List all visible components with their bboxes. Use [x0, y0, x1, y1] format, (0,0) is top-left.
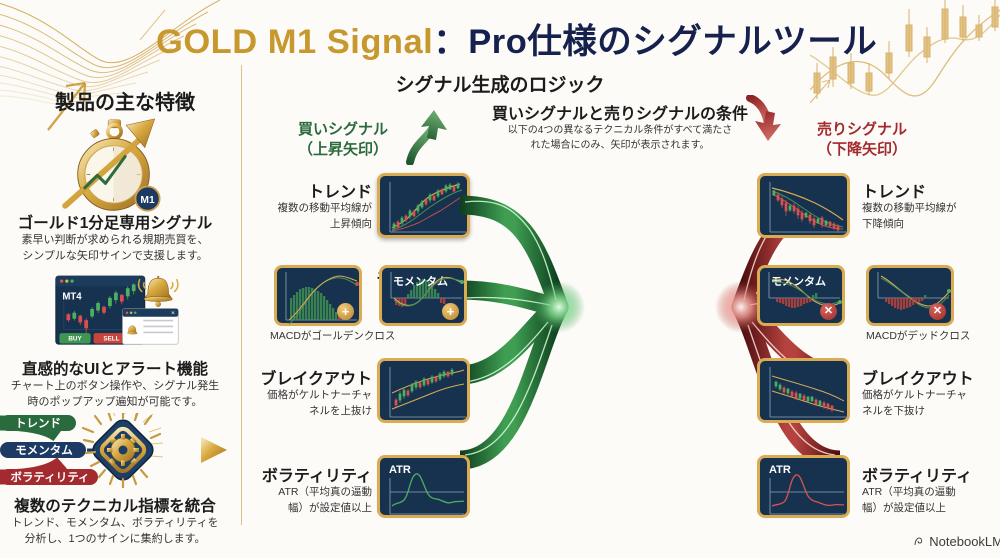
svg-text:トレンド: トレンド [15, 417, 61, 430]
svg-text:ボラティリティ: ボラティリティ [10, 470, 89, 484]
svg-text:✕: ✕ [171, 311, 175, 317]
svg-text:モメンタム: モメンタム [393, 275, 448, 288]
svg-text:ATR: ATR [769, 464, 791, 476]
svg-text:モメンタム: モメンタム [15, 443, 73, 457]
svg-text:MT4: MT4 [62, 292, 82, 303]
svg-text:ATR: ATR [389, 464, 411, 476]
svg-text:M1: M1 [140, 195, 155, 206]
svg-text:BUY: BUY [68, 336, 82, 343]
svg-text:SELL: SELL [103, 336, 119, 343]
svg-text:モメンタム: モメンタム [771, 275, 826, 288]
